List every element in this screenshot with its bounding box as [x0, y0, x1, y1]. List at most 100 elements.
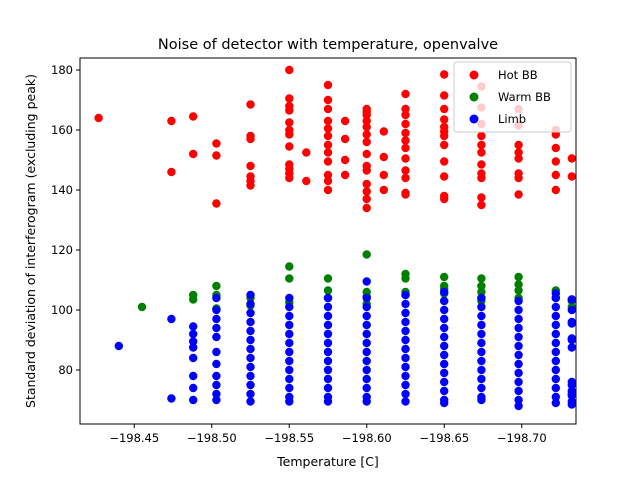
legend-label-warm-bb: Warm BB [498, 90, 551, 104]
point-warm-bb [514, 286, 523, 295]
point-warm-bb [323, 286, 333, 295]
point-limb [285, 302, 294, 312]
point-hot-bb [285, 94, 294, 103]
point-limb [401, 290, 410, 300]
point-hot-bb [246, 181, 255, 190]
point-limb [323, 293, 333, 303]
point-warm-bb [189, 295, 198, 304]
point-warm-bb [477, 287, 486, 297]
point-limb [440, 386, 449, 396]
point-hot-bb [477, 148, 486, 157]
point-limb [551, 392, 560, 402]
point-hot-bb [440, 157, 449, 166]
point-limb [551, 365, 560, 375]
chart-title: Noise of detector with temperature, open… [158, 37, 498, 53]
point-limb [440, 314, 449, 324]
point-hot-bb [379, 127, 388, 136]
point-hot-bb [340, 170, 350, 180]
point-hot-bb [477, 200, 486, 210]
legend-frame [453, 61, 572, 133]
point-hot-bb [401, 89, 410, 99]
point-limb [514, 296, 523, 306]
point-limb [401, 308, 410, 318]
point-limb [514, 332, 523, 342]
legend-marker-warm-bb [469, 92, 479, 102]
point-hot-bb [285, 173, 294, 183]
point-hot-bb [514, 148, 523, 157]
y-tick-label: 100 [51, 303, 73, 317]
point-limb [551, 320, 560, 330]
point-limb [551, 338, 560, 348]
point-limb [440, 296, 449, 306]
point-limb [551, 289, 560, 298]
point-hot-bb [477, 131, 486, 141]
point-hot-bb [323, 185, 333, 195]
point-hot-bb [362, 187, 371, 196]
point-hot-bb [514, 173, 523, 183]
point-hot-bb [379, 152, 388, 162]
point-limb [362, 338, 371, 348]
point-hot-bb [362, 149, 371, 159]
x-tick-label: −198.50 [187, 431, 237, 445]
legend-marker-hot-bb [469, 70, 479, 80]
point-limb [440, 359, 449, 369]
point-hot-bb [477, 140, 486, 150]
y-tick-label: 140 [51, 183, 73, 197]
point-hot-bb [362, 179, 371, 189]
point-limb [323, 365, 333, 375]
point-limb [212, 347, 221, 357]
point-limb [212, 314, 221, 324]
point-limb [212, 293, 221, 303]
point-hot-bb [401, 128, 410, 138]
point-hot-bb [246, 134, 255, 144]
point-hot-bb [440, 172, 449, 181]
point-limb [551, 374, 560, 384]
point-hot-bb [323, 124, 333, 133]
point-limb [246, 290, 255, 300]
point-warm-bb [212, 281, 221, 291]
point-limb [567, 400, 576, 409]
point-limb [189, 337, 198, 346]
plot-frame [79, 57, 577, 425]
point-limb [285, 311, 294, 321]
point-limb [362, 293, 371, 303]
point-limb [401, 299, 410, 309]
point-hot-bb [379, 170, 388, 180]
point-limb [514, 401, 523, 411]
point-limb [401, 335, 410, 345]
point-limb [323, 311, 333, 321]
point-hot-bb [167, 116, 176, 126]
point-limb [567, 380, 576, 390]
point-limb [477, 338, 486, 348]
point-limb [246, 326, 255, 336]
point-hot-bb [362, 203, 371, 213]
point-limb [167, 394, 176, 403]
point-hot-bb [401, 104, 410, 114]
point-hot-bb [302, 176, 311, 186]
point-hot-bb [323, 131, 333, 141]
point-hot-bb [401, 119, 410, 129]
point-limb [362, 383, 371, 393]
point-limb [323, 302, 333, 312]
point-hot-bb [362, 130, 371, 139]
point-hot-bb [323, 140, 333, 150]
point-limb [246, 317, 255, 327]
point-warm-bb [401, 274, 410, 283]
point-hot-bb [362, 122, 371, 132]
point-hot-bb [477, 160, 486, 169]
point-limb [477, 356, 486, 366]
point-hot-bb [567, 154, 576, 163]
point-limb [167, 314, 176, 324]
point-hot-bb [189, 112, 198, 121]
point-hot-bb [285, 142, 294, 151]
point-hot-bb [514, 190, 523, 199]
point-hot-bb [285, 130, 294, 139]
point-limb [514, 323, 523, 333]
point-limb [401, 326, 410, 336]
point-hot-bb [212, 151, 221, 160]
point-limb [212, 305, 221, 315]
point-limb [551, 302, 560, 312]
point-hot-bb [401, 166, 410, 175]
point-hot-bb [246, 161, 255, 171]
point-hot-bb [440, 91, 449, 100]
